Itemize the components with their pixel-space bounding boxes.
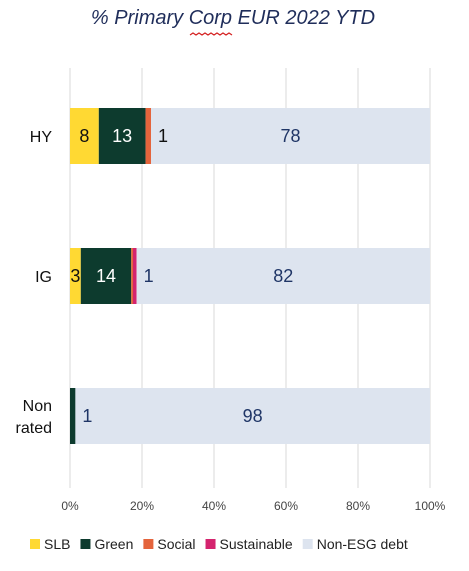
data-label-non-rated-side: 1 (82, 406, 92, 426)
bar-ig-sustainable (133, 248, 137, 304)
bar-non-rated-non-esg-debt (75, 388, 431, 444)
x-tick-label: 60% (274, 499, 298, 513)
bar-hy-slb (70, 108, 99, 164)
x-tick-label: 20% (130, 499, 154, 513)
bars (70, 108, 431, 444)
bar-ig-green (80, 248, 132, 304)
x-tick-label: 80% (346, 499, 370, 513)
category-label-ig: IG (35, 269, 52, 286)
legend-swatch-sustainable (205, 539, 216, 549)
legend-label-slb: SLB (44, 536, 70, 552)
x-tick-label: 0% (61, 499, 79, 513)
bar-ig-social (131, 248, 133, 304)
category-labels: HY IG Non rated (16, 129, 53, 437)
x-axis-ticks: 0% 20% 40% 60% 80% 100% (61, 499, 445, 513)
data-label-hy-green: 13 (112, 126, 132, 146)
legend-label-non-esg-debt: Non-ESG debt (317, 536, 408, 552)
chart-title: % Primary Corp EUR 2022 YTD (91, 7, 375, 29)
bar-ig-slb (70, 248, 81, 304)
data-labels: 8 13 78 3 14 82 98 1 1 1 (70, 126, 300, 426)
legend-swatch-non-esg-debt (302, 539, 313, 549)
category-label-non-rated: Non rated (16, 398, 52, 437)
bar-hy-social (145, 108, 151, 164)
bar-ig-non-esg-debt (136, 248, 430, 304)
data-label-hy-slb: 8 (79, 126, 89, 146)
legend-label-social: Social (157, 536, 195, 552)
legend-label-green: Green (94, 536, 133, 552)
data-label-ig-non-esg-debt: 82 (273, 266, 293, 286)
category-label-hy: HY (30, 129, 53, 146)
legend-swatch-slb (30, 539, 40, 549)
bar-hy-green (98, 108, 146, 164)
legend-swatch-green (80, 539, 91, 549)
spellcheck-squiggle (189, 32, 233, 36)
data-label-ig-slb: 3 (70, 266, 80, 286)
legend: SLB Green Social Sustainable Non-ESG debt (30, 536, 408, 552)
bar-hy-non-esg-debt (151, 108, 430, 164)
bar-non-rated-green (70, 388, 76, 444)
legend-label-sustainable: Sustainable (220, 536, 293, 552)
x-tick-label: 100% (415, 499, 446, 513)
data-label-hy-side: 1 (158, 126, 168, 146)
data-label-ig-green: 14 (96, 266, 116, 286)
data-label-non-rated-non-esg-debt: 98 (243, 406, 263, 426)
data-label-hy-non-esg-debt: 78 (280, 126, 300, 146)
data-label-ig-side: 1 (144, 266, 154, 286)
x-tick-label: 40% (202, 499, 226, 513)
legend-swatch-social (143, 539, 154, 549)
